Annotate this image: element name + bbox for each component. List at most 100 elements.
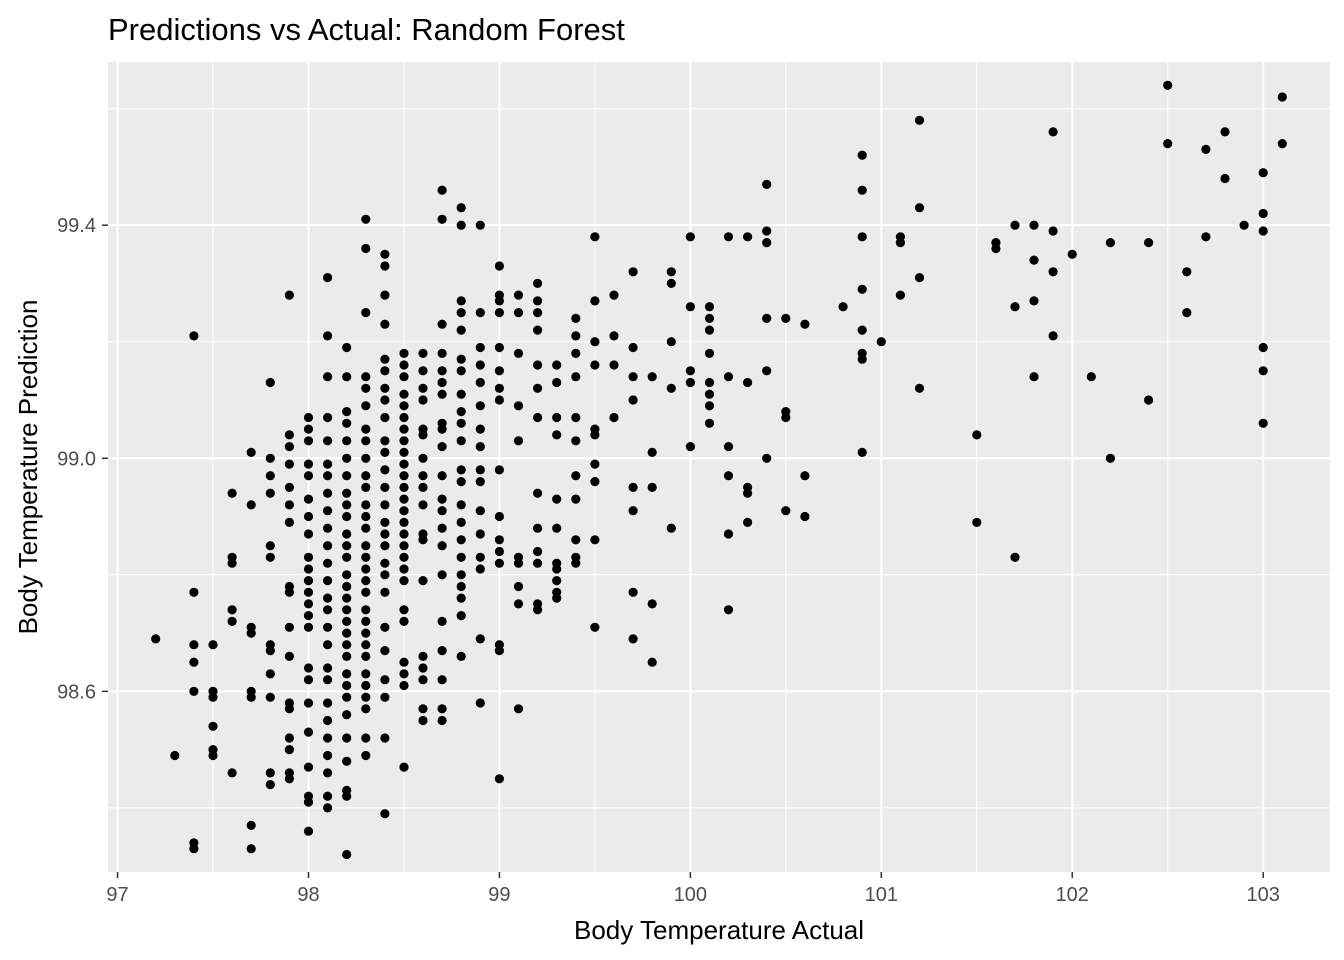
data-point — [494, 558, 504, 568]
data-point — [647, 657, 657, 667]
data-point — [323, 803, 333, 813]
data-point — [284, 430, 294, 440]
data-point — [1105, 453, 1115, 463]
data-point — [303, 587, 314, 597]
data-point — [418, 482, 428, 492]
data-point — [609, 331, 619, 341]
data-point — [284, 774, 294, 784]
data-point — [704, 313, 715, 323]
data-point — [1277, 139, 1287, 149]
data-point — [303, 529, 314, 539]
data-point — [533, 488, 543, 498]
data-point — [284, 459, 294, 469]
data-point — [475, 377, 485, 388]
data-point — [189, 686, 199, 697]
data-point — [361, 482, 371, 492]
data-point — [323, 436, 333, 446]
data-point — [361, 605, 371, 615]
data-point — [972, 517, 982, 528]
data-point — [284, 587, 294, 597]
data-point — [781, 313, 791, 323]
data-point — [723, 232, 734, 242]
data-point — [399, 494, 409, 504]
data-point — [762, 366, 772, 376]
data-point — [456, 593, 466, 603]
data-point — [342, 418, 352, 428]
data-point — [380, 500, 390, 510]
data-point — [437, 424, 447, 434]
data-point — [704, 302, 715, 312]
data-point — [552, 377, 562, 388]
data-point — [972, 430, 982, 440]
data-point — [342, 342, 352, 353]
data-point — [876, 337, 886, 347]
data-point — [399, 389, 409, 399]
data-point — [1010, 552, 1020, 562]
data-point — [666, 337, 676, 347]
x-tick-label: 99 — [488, 884, 510, 906]
data-point — [323, 412, 333, 423]
data-point — [704, 325, 715, 335]
data-point — [265, 669, 275, 679]
data-point — [380, 395, 390, 405]
data-point — [303, 564, 314, 574]
data-point — [857, 447, 867, 457]
data-point — [303, 622, 314, 632]
data-point — [323, 768, 333, 778]
data-point — [628, 267, 638, 277]
data-point — [342, 372, 352, 382]
data-point — [361, 564, 371, 574]
data-point — [284, 290, 294, 300]
data-point — [284, 517, 294, 528]
data-point — [265, 471, 275, 481]
data-point — [437, 506, 447, 516]
data-point — [456, 407, 466, 417]
data-point — [323, 273, 333, 283]
data-point — [456, 611, 466, 621]
data-point — [1258, 208, 1268, 219]
data-point — [189, 587, 199, 597]
data-point — [361, 669, 371, 679]
data-point — [513, 581, 524, 592]
data-point — [303, 436, 314, 446]
data-point — [494, 308, 504, 318]
data-point — [361, 680, 371, 691]
data-point — [342, 570, 352, 580]
data-point — [189, 640, 199, 650]
data-point — [513, 290, 524, 300]
data-point — [323, 506, 333, 516]
y-axis: 98.6 99.0 99.4 — [57, 215, 108, 703]
x-tick-label: 97 — [106, 884, 128, 906]
data-point — [475, 477, 485, 487]
data-point — [704, 389, 715, 399]
data-point — [456, 354, 466, 364]
data-point — [475, 552, 485, 562]
data-point — [914, 115, 925, 125]
data-point — [227, 605, 237, 615]
data-point — [265, 780, 275, 790]
data-point — [342, 692, 352, 702]
data-point — [303, 471, 314, 481]
data-point — [456, 220, 466, 230]
data-point — [1277, 92, 1287, 102]
data-point — [647, 447, 657, 457]
data-point — [513, 401, 524, 411]
data-point — [743, 377, 753, 388]
data-point — [494, 511, 504, 522]
data-point — [284, 745, 294, 755]
data-point — [609, 290, 619, 300]
data-point — [1105, 238, 1115, 248]
data-point — [342, 453, 352, 463]
data-point — [628, 587, 638, 597]
data-point — [342, 756, 352, 766]
data-point — [361, 616, 371, 627]
data-point — [475, 506, 485, 516]
data-point — [246, 844, 256, 854]
data-point — [323, 605, 333, 615]
data-point — [552, 523, 562, 533]
data-point — [418, 430, 428, 440]
data-point — [685, 366, 696, 376]
data-point — [437, 616, 447, 627]
data-point — [418, 651, 428, 662]
data-point — [361, 576, 371, 586]
